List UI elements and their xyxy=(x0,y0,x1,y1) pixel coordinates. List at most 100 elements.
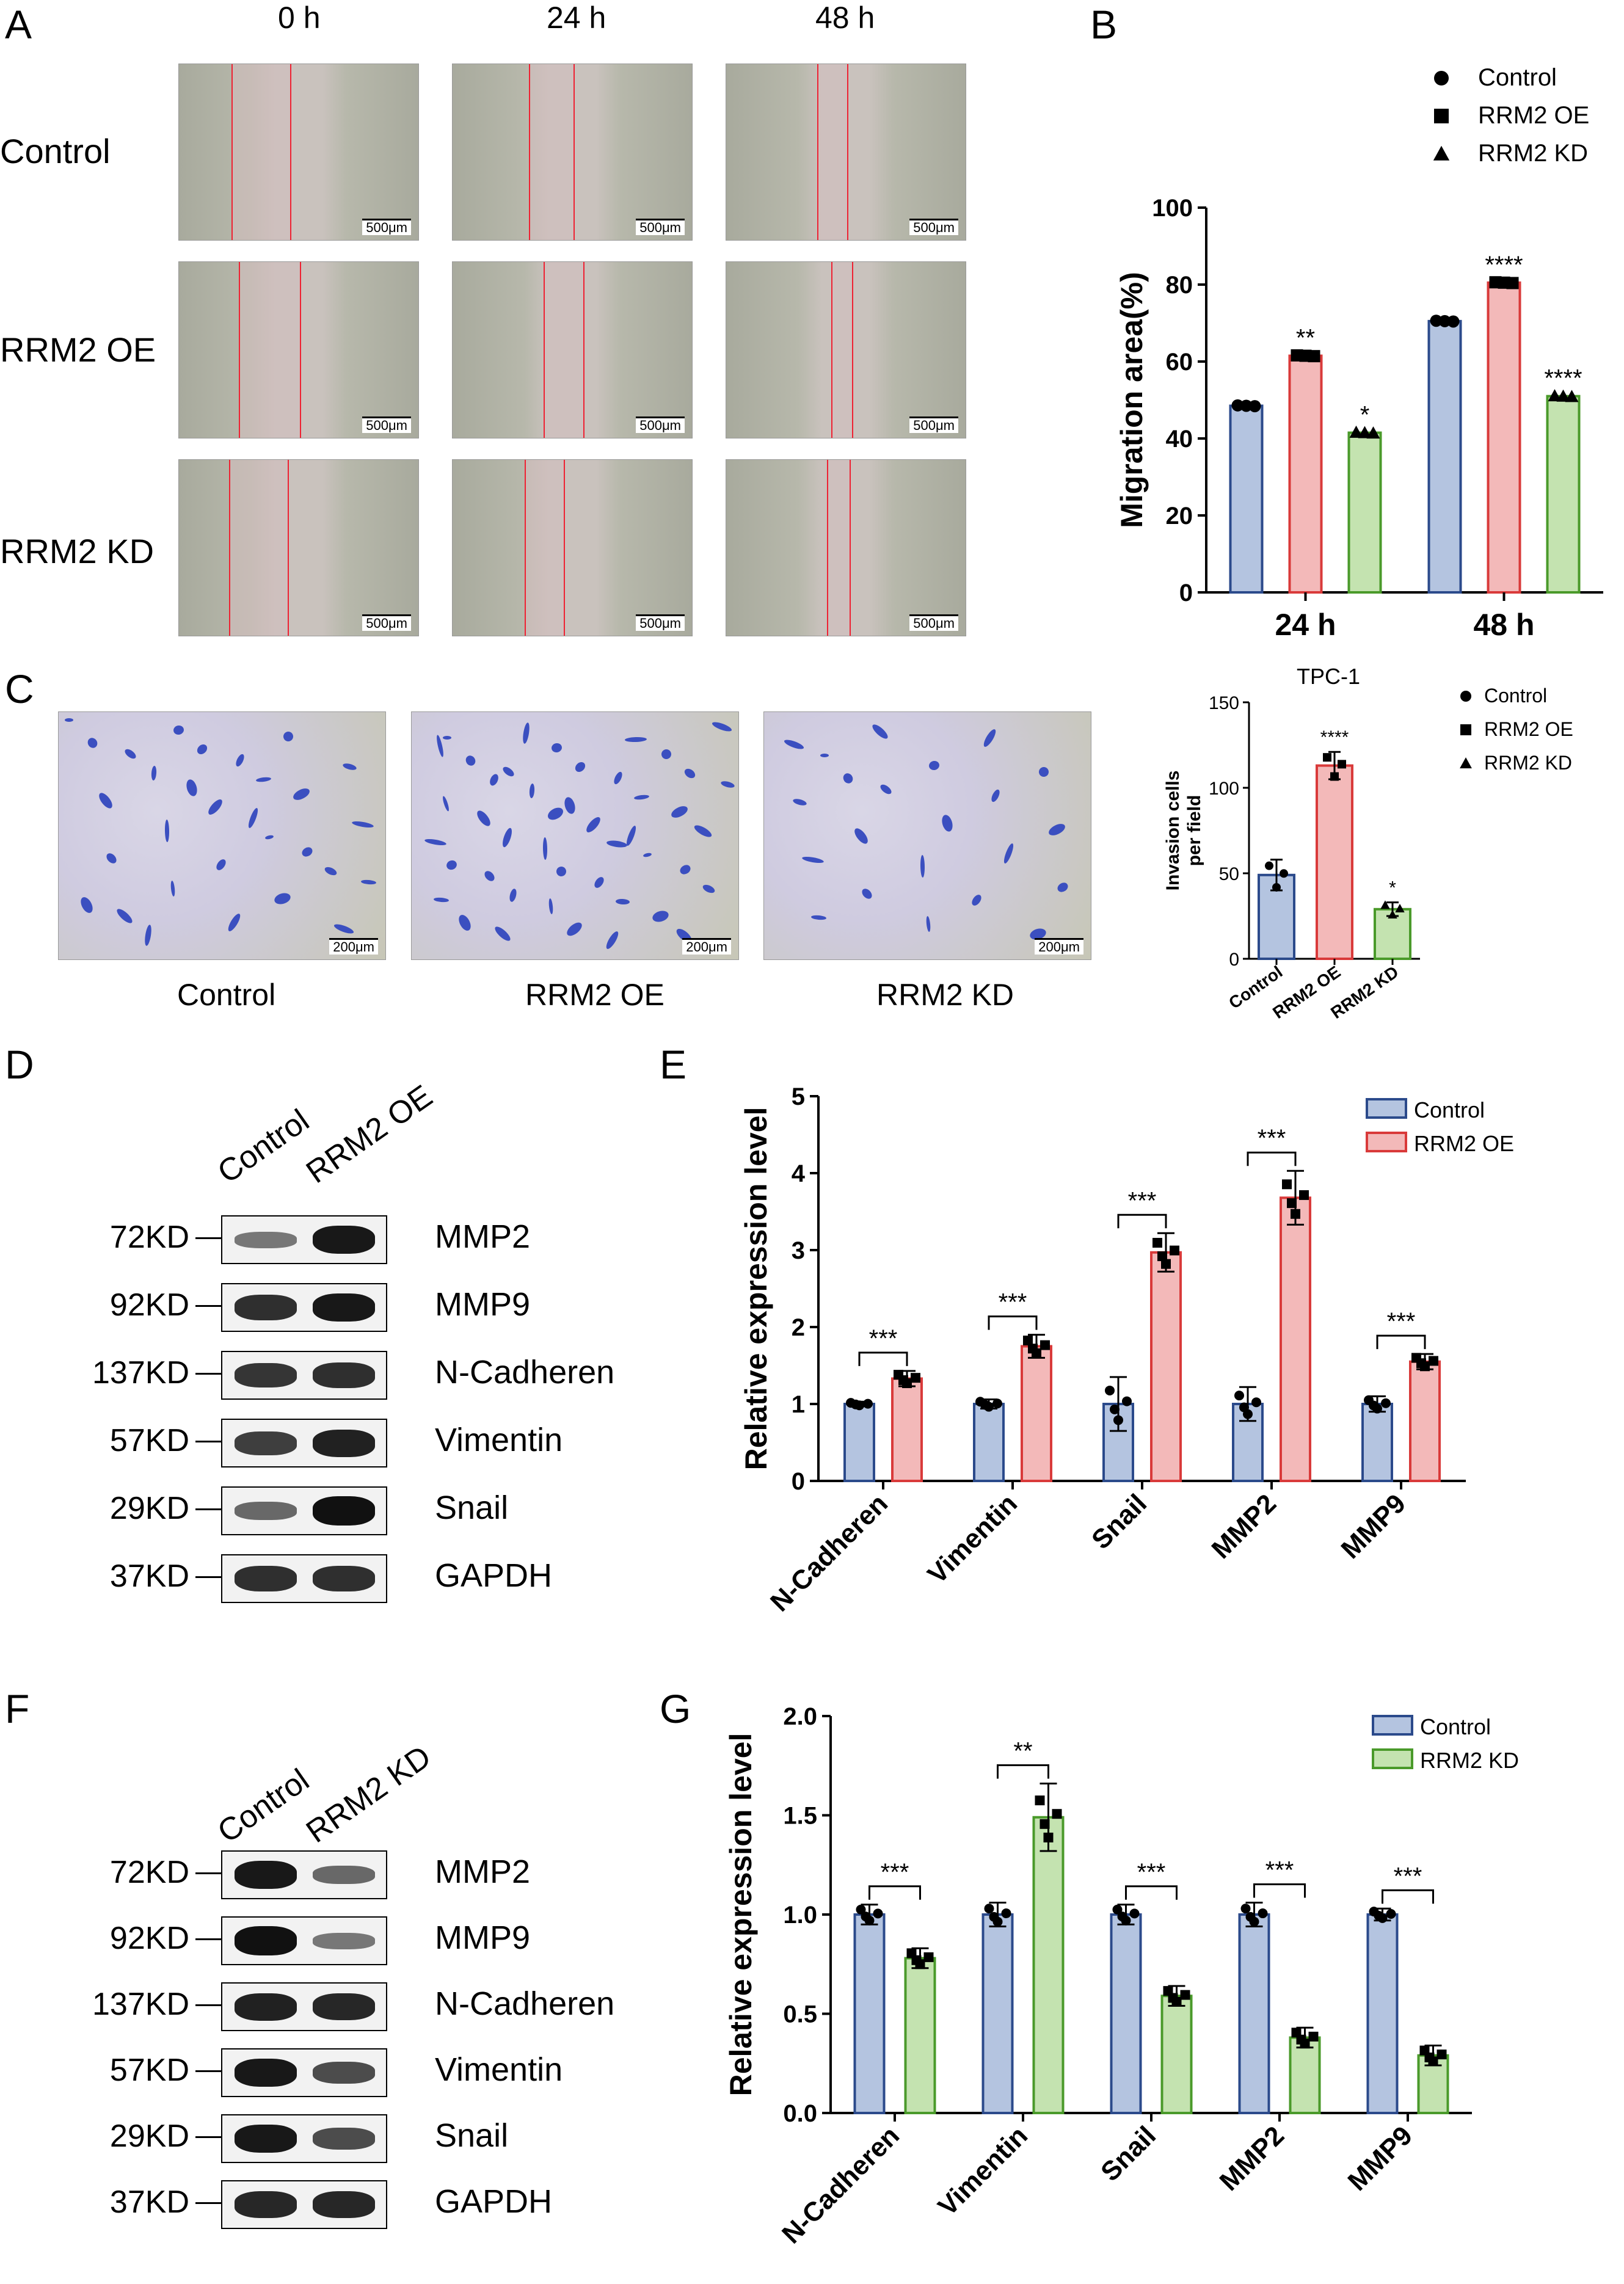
significance-bracket xyxy=(1376,1334,1426,1350)
cell-blob xyxy=(624,736,647,743)
data-point xyxy=(1043,1832,1054,1842)
bar xyxy=(1289,2036,1321,2114)
x-tick-label: Snail xyxy=(1095,2120,1162,2187)
cell-blob xyxy=(920,854,925,878)
y-tick-label: 1 xyxy=(792,1391,805,1418)
y-tick-label: 60 xyxy=(1166,349,1193,376)
protein-label: GAPDH xyxy=(435,2183,553,2220)
cell-blob xyxy=(981,727,998,749)
y-axis-label: per field xyxy=(1184,795,1204,867)
protein-label: MMP9 xyxy=(435,1286,531,1323)
cell-blob xyxy=(720,780,735,789)
cell-blob xyxy=(433,897,450,903)
blot-band xyxy=(235,1860,297,1889)
blot-band xyxy=(313,1866,375,1884)
data-point xyxy=(1113,1415,1123,1425)
cell-blob xyxy=(1037,765,1051,779)
blot-strip xyxy=(221,2180,387,2229)
bar xyxy=(1427,319,1462,594)
significance-label: ** xyxy=(1296,325,1315,352)
cell-blob xyxy=(442,795,450,812)
data-point xyxy=(1040,1340,1050,1350)
kd-marker-tick xyxy=(195,1872,221,1874)
legend-label: Control xyxy=(1478,64,1557,91)
data-point xyxy=(1234,1391,1244,1401)
panel-label-d: D xyxy=(5,1042,34,1087)
data-point xyxy=(1052,1809,1062,1819)
cell-blob xyxy=(564,920,584,939)
scale-bar: 500μm xyxy=(636,219,685,235)
bar xyxy=(853,1913,886,2114)
x-tick-label: 48 h xyxy=(1473,608,1534,642)
transwell-label-rrm2-kd: RRM2 KD xyxy=(876,978,1014,1012)
x-tick-label: MMP9 xyxy=(1336,1488,1412,1565)
data-point xyxy=(1152,1238,1162,1248)
cell-blob xyxy=(878,782,894,796)
cell-blob xyxy=(300,845,315,859)
x-tick-label: MMP9 xyxy=(1342,2120,1419,2197)
blot-band xyxy=(313,2062,375,2084)
x-tick-label: N-Cadheren xyxy=(765,1488,894,1617)
cell-blob xyxy=(678,863,693,876)
blot-strip xyxy=(221,2114,387,2163)
cell-blob xyxy=(633,794,650,801)
kd-marker-label: 72KD xyxy=(109,1855,189,1890)
cell-blob xyxy=(604,929,621,951)
kd-marker-label: 92KD xyxy=(109,1921,189,1956)
wound-image: 500μm xyxy=(178,64,419,241)
x-tick-label: Snail xyxy=(1086,1488,1152,1555)
panel-label-b: B xyxy=(1090,2,1118,47)
significance-bracket xyxy=(1247,1151,1297,1166)
significance-bracket xyxy=(868,1885,921,1900)
cell-blob xyxy=(333,922,355,936)
blot-band xyxy=(313,1566,375,1591)
cell-blob xyxy=(573,760,588,774)
blot-strip xyxy=(221,1850,387,1899)
cell-blob xyxy=(360,879,377,886)
bar xyxy=(1280,1196,1311,1482)
cell-blob xyxy=(542,837,548,860)
wound-image: 500μm xyxy=(452,459,693,636)
scale-bar: 500μm xyxy=(909,416,958,433)
cell-blob xyxy=(852,826,870,846)
transwell-image: 200μm xyxy=(763,711,1091,960)
cell-blob xyxy=(860,887,874,901)
kd-marker-tick xyxy=(195,1938,221,1940)
data-point xyxy=(1028,1344,1038,1354)
data-point xyxy=(984,1904,994,1914)
scale-bar: 200μm xyxy=(682,938,731,955)
scale-bar: 500μm xyxy=(362,416,411,433)
data-point xyxy=(1556,389,1570,402)
kd-marker-label: 37KD xyxy=(109,2184,189,2220)
data-point xyxy=(1388,910,1397,919)
cell-blob xyxy=(592,875,606,890)
bar xyxy=(1021,1345,1052,1482)
cell-blob xyxy=(970,893,983,907)
y-tick-label: 2 xyxy=(792,1314,805,1341)
cell-blob xyxy=(86,736,100,750)
bar xyxy=(981,1913,1014,2114)
blot-band xyxy=(313,1429,375,1457)
panel-label-g: G xyxy=(660,1686,691,1731)
lane-label-control-d: Control xyxy=(211,1102,316,1191)
blot-strip xyxy=(221,1982,387,2031)
cell-blob xyxy=(783,738,805,751)
cell-blob xyxy=(682,766,697,780)
legend-label: Control xyxy=(1484,685,1547,707)
wound-gap xyxy=(817,64,848,240)
cell-blob xyxy=(841,771,855,785)
panel-label-f: F xyxy=(5,1686,30,1731)
significance-bracket xyxy=(988,1315,1038,1330)
blot-band xyxy=(235,1231,297,1248)
cell-blob xyxy=(1047,821,1067,838)
time-label-0h: 0 h xyxy=(278,1,321,35)
legend-marker xyxy=(1433,145,1450,161)
y-tick-label: 150 xyxy=(1209,693,1239,713)
cell-blob xyxy=(792,798,807,807)
data-point xyxy=(1308,350,1320,363)
y-tick-label: 0.5 xyxy=(783,2001,817,2028)
bar xyxy=(1546,395,1581,594)
significance-label: *** xyxy=(1128,1187,1157,1214)
data-point xyxy=(1231,399,1244,412)
data-point xyxy=(851,1399,861,1409)
